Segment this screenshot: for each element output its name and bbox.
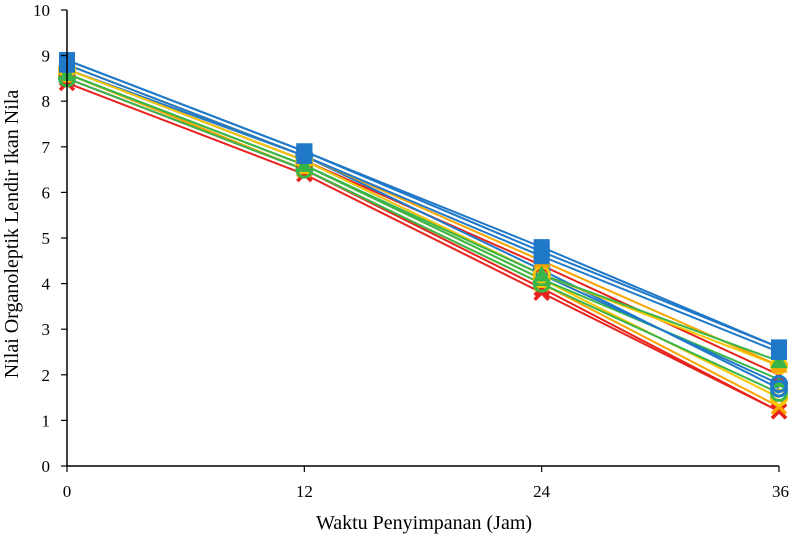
series-line: [66, 59, 780, 349]
series-line: [66, 68, 780, 390]
x-tick-label: 24: [533, 482, 551, 501]
series-line: [66, 63, 780, 353]
y-axis-title: Nilai Organoleptik Lendir Ikan Nila: [1, 90, 23, 379]
y-tick-label: 5: [42, 229, 51, 248]
y-tick-label: 7: [42, 138, 51, 157]
data-point: [533, 265, 551, 282]
series-line: [66, 77, 780, 394]
y-tick-label: 10: [33, 1, 50, 20]
x-tick-label: 36: [772, 482, 789, 501]
y-tick-label: 9: [42, 47, 51, 66]
series-line: [66, 72, 780, 363]
y-tick-label: 3: [42, 320, 51, 339]
series-line: [66, 59, 780, 349]
data-point: [771, 339, 787, 356]
data-point: [770, 352, 788, 369]
series-line: [66, 77, 780, 413]
data-point: [296, 143, 313, 160]
y-tick-label: 4: [42, 275, 51, 294]
y-tick-label: 8: [42, 92, 51, 111]
series-line: [66, 82, 780, 413]
series-line: [66, 68, 780, 367]
data-point: [770, 379, 788, 398]
data-point: [533, 239, 550, 256]
x-tick-label: 12: [296, 482, 313, 501]
data-point: [770, 403, 788, 420]
y-tick-label: 1: [42, 411, 51, 430]
y-tick-label: 2: [42, 366, 51, 385]
series-line: [66, 72, 780, 399]
x-tick-label: 0: [63, 482, 72, 501]
y-tick-label: 6: [42, 183, 51, 202]
y-tick-label: 0: [42, 457, 51, 476]
data-point: [295, 156, 313, 173]
x-axis-title: Waktu Penyimpanan (Jam): [316, 512, 532, 534]
